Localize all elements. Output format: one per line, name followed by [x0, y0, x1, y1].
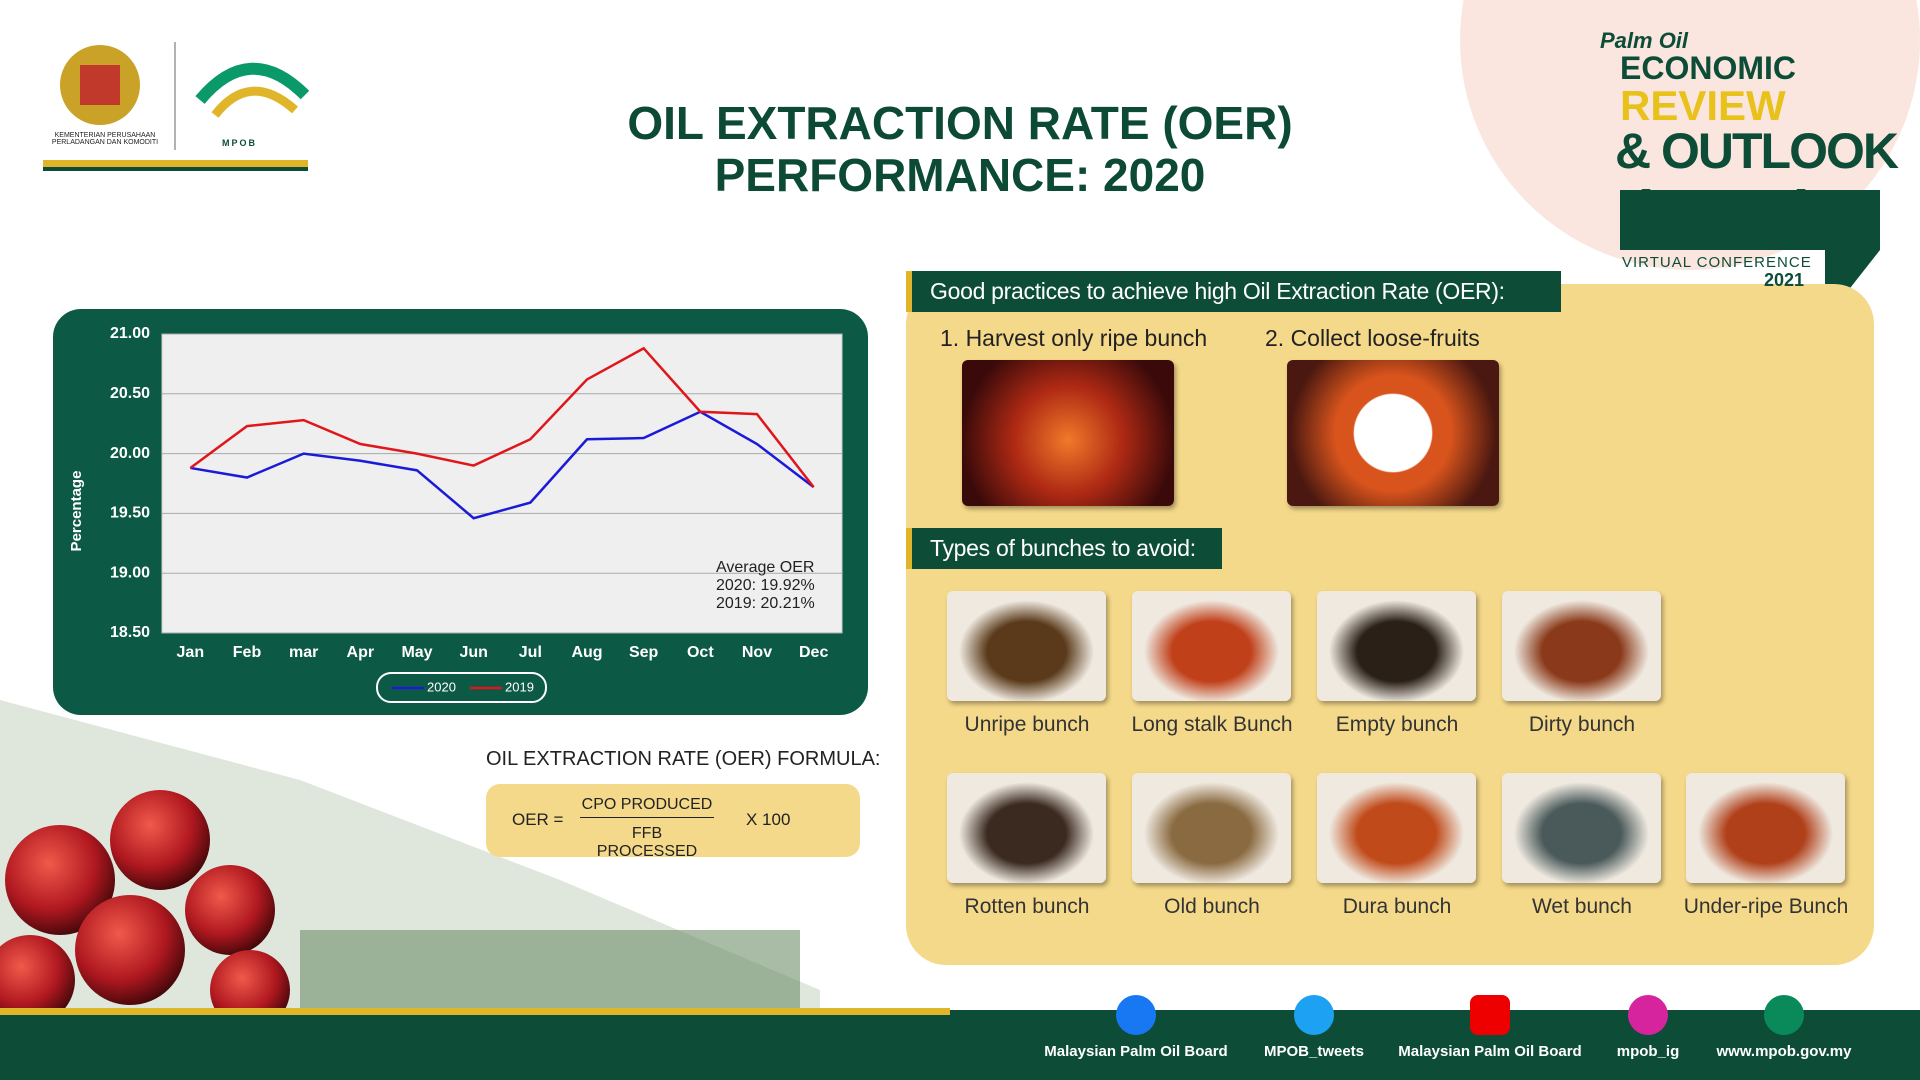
y-tick-label: 19.50 [110, 505, 150, 522]
bunch-label: Empty bunch [1335, 713, 1459, 736]
formula-denominator: FFB PROCESSED [596, 825, 698, 860]
practices-heading: Good practices to achieve high Oil Extra… [906, 271, 1561, 312]
photo [1317, 773, 1476, 883]
formula-box [486, 784, 860, 857]
conf-tagline: Palm Oil [1600, 28, 1689, 53]
social-icon[interactable] [1116, 995, 1156, 1035]
annotation: 2020: 19.92% [716, 577, 815, 594]
bunch-label: Rotten bunch [964, 895, 1090, 918]
formula-multiplier: X 100 [746, 810, 791, 829]
social-icon[interactable] [1628, 995, 1668, 1035]
legend-label: 2020 [427, 679, 456, 694]
bunch-label: Dura bunch [1342, 895, 1452, 918]
photo [1502, 773, 1661, 883]
photo [947, 591, 1106, 701]
footer-link[interactable]: Malaysian Palm Oil Board [1044, 1043, 1228, 1060]
conf-line: ECONOMIC [1620, 50, 1796, 86]
bunch-label: Old bunch [1164, 895, 1260, 918]
mpob-logo-text: MPOB [222, 138, 257, 148]
conf-line: VIRTUAL CONFERENCE [1622, 254, 1812, 271]
series-line [190, 410, 815, 520]
y-tick-label: 20.00 [110, 445, 150, 462]
x-tick-label: mar [289, 644, 318, 661]
footer-link[interactable]: www.mpob.gov.my [1716, 1043, 1852, 1060]
x-tick-label: Apr [347, 644, 375, 661]
photo [1317, 591, 1476, 701]
bunch-label: Wet bunch [1531, 895, 1632, 918]
ministry-name: KEMENTERIAN PERUSAHAAN PERLADANGAN DAN K… [51, 132, 159, 146]
annotation: Average OER [716, 559, 814, 576]
formula-numerator: CPO PRODUCED [580, 796, 714, 818]
photo [1502, 591, 1661, 701]
x-tick-label: Aug [571, 644, 602, 661]
y-tick-label: 21.00 [110, 325, 150, 342]
x-tick-label: Feb [233, 644, 262, 661]
x-tick-label: Oct [687, 644, 714, 661]
legend-box [376, 672, 547, 703]
footer-link[interactable]: mpob_ig [1616, 1043, 1680, 1060]
title-line: PERFORMANCE: 2020 [714, 149, 1206, 201]
conf-line: (R&O) [1630, 179, 1820, 248]
social-icon[interactable] [1294, 995, 1334, 1035]
conf-line: REVIEW [1620, 82, 1786, 129]
social-icon[interactable] [1764, 995, 1804, 1035]
social-icon[interactable] [1470, 995, 1510, 1035]
y-tick-label: 18.50 [110, 624, 150, 641]
chart: Percentage 18.50 19.00 19.50 20.00 20.50 21.0… [53, 309, 868, 715]
formula-heading: OIL EXTRACTION RATE (OER) FORMULA: [486, 748, 881, 770]
x-tick-label: Jan [177, 644, 205, 661]
x-tick-label: Dec [799, 644, 828, 661]
y-axis-label: Percentage [68, 471, 85, 552]
photo [962, 360, 1174, 506]
conf-line: & OUTLOOK [1615, 123, 1899, 179]
x-tick-label: May [401, 644, 432, 661]
photo [1132, 773, 1291, 883]
footer-link[interactable]: MPOB_tweets [1263, 1043, 1365, 1060]
photo [1686, 773, 1845, 883]
series-line [189, 346, 815, 488]
practice-item: 1. Harvest only ripe bunch [940, 325, 1208, 351]
x-tick-label: Nov [742, 644, 772, 661]
photo [1287, 360, 1499, 506]
conf-year: 2021 [1764, 270, 1805, 290]
photo [1132, 591, 1291, 701]
y-tick-label: 19.00 [110, 564, 150, 581]
avoid-heading: Types of bunches to avoid: [906, 528, 1222, 569]
formula-lhs: OER = [512, 810, 564, 829]
bunch-label: Under-ripe Bunch [1683, 895, 1849, 918]
plot-area [161, 333, 843, 634]
bunch-label: Dirty bunch [1528, 713, 1636, 736]
footer-link[interactable]: Malaysian Palm Oil Board [1398, 1043, 1582, 1060]
bunch-label: Long stalk Bunch [1131, 713, 1293, 736]
photo [947, 773, 1106, 883]
y-tick-label: 20.50 [110, 385, 150, 402]
annotation: 2019: 20.21% [716, 595, 815, 612]
legend-label: 2019 [505, 679, 534, 694]
x-tick-label: Jun [459, 644, 487, 661]
title-line: OIL EXTRACTION RATE (OER) [627, 97, 1293, 149]
bunch-label: Unripe bunch [964, 713, 1090, 736]
x-tick-label: Sep [629, 644, 659, 661]
x-tick-label: Jul [519, 644, 542, 661]
practice-item: 2. Collect loose-fruits [1265, 325, 1480, 351]
